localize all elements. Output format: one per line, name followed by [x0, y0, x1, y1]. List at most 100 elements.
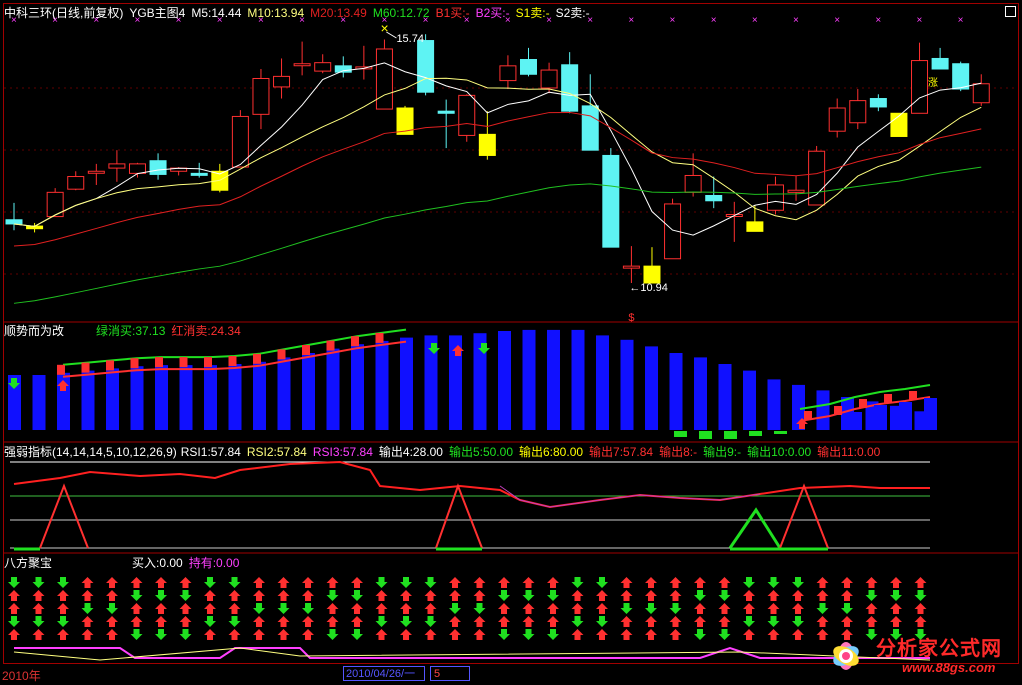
up-arrow-icon: [865, 577, 878, 588]
up-arrow-icon: [57, 590, 69, 601]
up-arrow-icon: [302, 629, 314, 640]
up-arrow-icon: [32, 603, 45, 614]
up-arrow-icon: [669, 590, 682, 601]
up-arrow-icon: [816, 590, 829, 601]
up-arrow-icon: [130, 577, 143, 588]
rsi2-value: RSI2:57.84: [246, 445, 307, 459]
up-arrow-icon: [8, 590, 20, 601]
up-arrow-icon: [792, 590, 804, 601]
trend-bar: [400, 337, 413, 430]
low-price-label: ←10.94: [629, 282, 668, 294]
candle-body: [540, 69, 558, 89]
trend-bar: [155, 365, 168, 430]
up-arrow-icon: [400, 590, 412, 601]
signal-x-marker: ×: [875, 15, 881, 26]
trend-band-fill: [81, 362, 90, 373]
down-arrow-icon: [865, 629, 878, 640]
green-volume-bar: [749, 431, 762, 436]
trend-band-fill: [804, 411, 812, 420]
close-icon[interactable]: [1005, 6, 1016, 17]
ma5-value: M5:14.44: [191, 6, 242, 20]
up-arrow-icon: [228, 603, 241, 614]
up-arrow-icon: [81, 590, 94, 601]
down-arrow-icon: [718, 629, 731, 640]
footer-count-box[interactable]: 5: [430, 666, 470, 681]
signal-x-marker: ×: [505, 15, 511, 26]
down-arrow-icon: [375, 616, 388, 627]
green-volume-bar: [699, 431, 712, 439]
up-arrow-icon: [302, 616, 314, 627]
candle-body: [520, 59, 537, 75]
up-arrow-icon: [522, 616, 535, 627]
trend-bar: [596, 335, 609, 430]
candle-body: [931, 57, 949, 70]
down-arrow-icon: [302, 603, 314, 614]
watermark-title: 分析家公式网: [876, 636, 1002, 660]
up-arrow-icon: [32, 629, 45, 640]
up-arrow-icon: [547, 603, 559, 614]
buy-line: [13, 647, 931, 661]
watermark: 分析家公式网 www.88gs.com: [818, 630, 1022, 682]
out4-value: 输出4:28.00: [378, 445, 443, 459]
trend-bar: [849, 412, 862, 430]
down-arrow-icon: [596, 616, 608, 627]
up-arrow-icon: [57, 603, 69, 614]
down-arrow-icon: [106, 603, 118, 614]
trend-band-fill: [277, 349, 286, 360]
trend-bar: [253, 361, 266, 430]
up-arrow-icon: [375, 629, 388, 640]
down-arrow-icon: [57, 577, 69, 588]
candle-body: [602, 154, 620, 248]
down-arrow-icon: [571, 577, 584, 588]
down-arrow-icon: [743, 577, 755, 588]
trend-bar: [106, 368, 119, 430]
up-arrow-icon: [694, 577, 706, 588]
up-arrow-icon: [645, 577, 657, 588]
down-arrow-icon: [547, 629, 559, 640]
trend-bar: [424, 335, 438, 430]
up-arrow-icon: [204, 629, 216, 640]
buy-value: 买入:0.00: [132, 556, 183, 570]
hold-value: 持有:0.00: [188, 556, 240, 570]
candle-body: [108, 163, 126, 169]
signal-x-marker: ×: [917, 15, 923, 26]
trend-band-upper-2: [799, 384, 931, 410]
down-arrow-icon: [228, 577, 241, 588]
up-arrow-icon: [424, 603, 437, 614]
dollar-marker: $: [628, 312, 634, 324]
green-volume-bar: [724, 431, 737, 439]
up-arrow-icon: [424, 590, 437, 601]
candle-body: [911, 60, 929, 114]
down-arrow-icon: [179, 629, 192, 640]
up-arrow-icon: [816, 577, 829, 588]
up-arrow-icon: [522, 577, 535, 588]
trend-bar: [694, 357, 707, 430]
up-arrow-icon: [106, 616, 118, 627]
down-arrow-icon: [400, 577, 412, 588]
trend-band-fill: [253, 353, 261, 364]
signal-x-marker: ×: [546, 15, 552, 26]
signal-x-marker: ×: [134, 15, 140, 26]
down-arrow-icon: [8, 577, 20, 588]
up-arrow-icon: [179, 577, 192, 588]
candle-body: [643, 265, 661, 284]
b2-value: B2买:-: [475, 6, 510, 20]
up-arrow-icon: [620, 577, 633, 588]
up-arrow-icon: [718, 603, 731, 614]
trend-band-fill: [179, 357, 188, 368]
red-cancel-sell: 红消卖:24.34: [171, 324, 241, 338]
trend-bar: [899, 402, 912, 430]
up-arrow-icon: [179, 603, 192, 614]
up-arrow-icon: [767, 629, 780, 640]
trend-bar: [204, 365, 217, 430]
down-arrow-icon: [8, 616, 20, 627]
down-arrow-icon: [547, 590, 559, 601]
trend-bar: [473, 333, 487, 430]
footer-date-box[interactable]: 2010/04/26/一: [343, 666, 425, 681]
up-arrow-icon: [816, 629, 829, 640]
trend-bar: [874, 405, 887, 430]
trend-bar: [81, 370, 95, 430]
down-arrow-icon: [8, 378, 20, 389]
